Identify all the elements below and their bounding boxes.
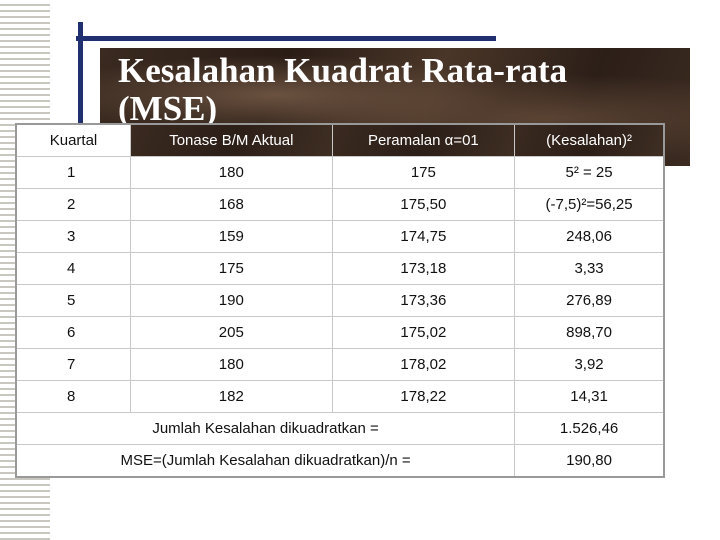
decor-line bbox=[78, 22, 83, 167]
table-cell: 174,75 bbox=[331, 220, 516, 253]
header-row: Kuartal Tonase B/M Aktual Peramalan α=01 (K… bbox=[15, 123, 665, 157]
table-cell: 14,31 bbox=[514, 380, 665, 413]
table-cell: 3,33 bbox=[514, 252, 665, 285]
table-cell: 3,92 bbox=[514, 348, 665, 381]
table-row: 1 180 175 5² = 25 bbox=[15, 156, 665, 189]
table-cell: 175,50 bbox=[331, 188, 516, 221]
table-row: 3 159 174,75 248,06 bbox=[15, 220, 665, 253]
table-cell: 178,22 bbox=[331, 380, 516, 413]
title: Kesalahan Kuadrat Rata-rata (MSE) bbox=[118, 51, 568, 128]
header-cell: Peramalan α=01 bbox=[331, 123, 516, 157]
table-cell: 175 bbox=[130, 252, 333, 285]
table-cell: 5 bbox=[15, 284, 131, 317]
table-cell: 173,18 bbox=[331, 252, 516, 285]
table-cell: 175,02 bbox=[331, 316, 516, 349]
decor-line bbox=[76, 36, 496, 41]
table-cell: 2 bbox=[15, 188, 131, 221]
summary-row: Jumlah Kesalahan dikuadratkan = 1.526,46 bbox=[15, 412, 665, 445]
summary-row: MSE=(Jumlah Kesalahan dikuadratkan)/n = 1… bbox=[15, 444, 665, 478]
table-cell: 4 bbox=[15, 252, 131, 285]
table-cell: 168 bbox=[130, 188, 333, 221]
summary-label: Jumlah Kesalahan dikuadratkan = bbox=[15, 412, 516, 445]
table-cell: 190 bbox=[130, 284, 333, 317]
summary-value: 190,80 bbox=[514, 444, 665, 478]
table-cell: 182 bbox=[130, 380, 333, 413]
table-cell: 1 bbox=[15, 156, 131, 189]
header-cell: Tonase B/M Aktual bbox=[130, 123, 333, 157]
table-cell: (-7,5)²=56,25 bbox=[514, 188, 665, 221]
table-cell: 248,06 bbox=[514, 220, 665, 253]
table-row: 5 190 173,36 276,89 bbox=[15, 284, 665, 317]
table-row: 2 168 175,50 (-7,5)²=56,25 bbox=[15, 188, 665, 221]
table-cell: 276,89 bbox=[514, 284, 665, 317]
table-row: 4 175 173,18 3,33 bbox=[15, 252, 665, 285]
table-cell: 159 bbox=[130, 220, 333, 253]
table-cell: 175 bbox=[331, 156, 516, 189]
table-cell: 178,02 bbox=[331, 348, 516, 381]
table-row: 8 182 178,22 14,31 bbox=[15, 380, 665, 413]
header-cell: (Kesalahan)² bbox=[514, 123, 665, 157]
summary-value: 1.526,46 bbox=[514, 412, 665, 445]
table-cell: 180 bbox=[130, 348, 333, 381]
table-cell: 3 bbox=[15, 220, 131, 253]
table-row: 7 180 178,02 3,92 bbox=[15, 348, 665, 381]
header-cell: Kuartal bbox=[15, 123, 131, 157]
table-cell: 898,70 bbox=[514, 316, 665, 349]
table-cell: 180 bbox=[130, 156, 333, 189]
table-cell: 6 bbox=[15, 316, 131, 349]
table-cell: 7 bbox=[15, 348, 131, 381]
table-cell: 8 bbox=[15, 380, 131, 413]
table-row: 6 205 175,02 898,70 bbox=[15, 316, 665, 349]
summary-label: MSE=(Jumlah Kesalahan dikuadratkan)/n = bbox=[15, 444, 516, 478]
table-cell: 5² = 25 bbox=[514, 156, 665, 189]
table-cell: 173,36 bbox=[331, 284, 516, 317]
table-cell: 205 bbox=[130, 316, 333, 349]
table: Kuartal Tonase B/M Aktual Peramalan α=01 (K… bbox=[15, 123, 665, 478]
